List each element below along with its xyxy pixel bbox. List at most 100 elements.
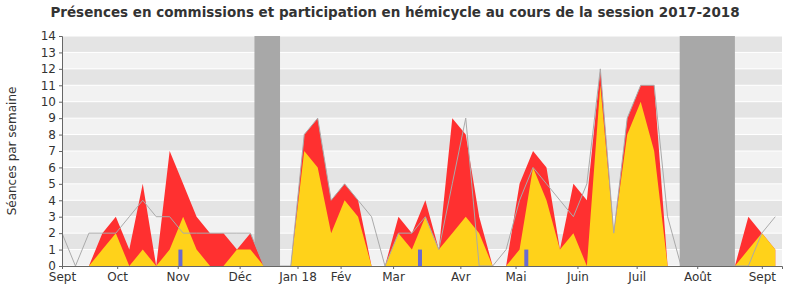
- holiday-band: [680, 36, 735, 266]
- y-tick-label: 3: [48, 210, 56, 224]
- y-tick-mark: [59, 52, 62, 53]
- y-tick-label: 8: [48, 128, 56, 142]
- y-tick: 8: [48, 128, 62, 142]
- y-tick-mark: [59, 118, 62, 119]
- area: [62, 85, 775, 266]
- x-tick: Juin: [566, 266, 589, 284]
- y-tick-label: 5: [48, 177, 56, 191]
- grid-band: [62, 102, 782, 118]
- x-tick-label: Août: [684, 270, 712, 284]
- y-tick-label: 9: [48, 111, 56, 125]
- y-tick-mark: [59, 266, 62, 267]
- y-tick: 9: [48, 111, 62, 125]
- x-tick: Jan 18: [278, 266, 317, 284]
- y-tick: 1: [48, 243, 62, 257]
- y-tick-mark: [59, 102, 62, 103]
- x-tick-label: Oct: [107, 270, 128, 284]
- y-tick: 13: [41, 46, 62, 60]
- x-tick: Déc: [229, 266, 252, 284]
- y-tick: 4: [48, 194, 62, 208]
- x-tick-label: Avr: [451, 270, 471, 284]
- x-tick-label: Juil: [627, 270, 646, 284]
- bar: [524, 250, 528, 266]
- y-tick-mark: [59, 200, 62, 201]
- y-tick-label: 10: [41, 95, 56, 109]
- y-tick-label: 1: [48, 243, 56, 257]
- y-tick: 2: [48, 226, 62, 240]
- grid-line: [62, 68, 782, 69]
- x-tick-label: Déc: [229, 270, 252, 284]
- y-tick: 14: [41, 29, 62, 43]
- y-tick-mark: [59, 250, 62, 251]
- grid-band: [62, 85, 782, 101]
- y-tick-mark: [59, 36, 62, 37]
- y-tick: 10: [41, 95, 62, 109]
- y-tick: 3: [48, 210, 62, 224]
- x-tick-label: Jan 18: [278, 270, 317, 284]
- grid-band: [62, 118, 782, 134]
- x-tick: Juil: [627, 266, 646, 284]
- x-tick: Sept: [49, 266, 77, 284]
- y-tick-label: 11: [41, 79, 56, 93]
- y-tick: 5: [48, 177, 62, 191]
- area: [62, 69, 775, 266]
- y-tick-label: 7: [48, 144, 56, 158]
- grid-line: [62, 151, 782, 152]
- grid-band: [62, 135, 782, 151]
- y-axis-title: Séances par semaine: [5, 87, 19, 216]
- x-tick: Août: [684, 266, 712, 284]
- y-tick-mark: [59, 167, 62, 168]
- y-tick-label: 6: [48, 161, 56, 175]
- y-tick-mark: [59, 217, 62, 218]
- plot-area: [62, 36, 775, 266]
- grid-line: [62, 134, 782, 135]
- x-tick: Mai: [506, 266, 527, 284]
- x-tick: Fév: [331, 266, 352, 284]
- line: [62, 69, 775, 266]
- y-tick-mark: [59, 85, 62, 86]
- y-tick-mark: [59, 69, 62, 70]
- grid-band: [62, 36, 782, 52]
- y-tick-label: 14: [41, 29, 56, 43]
- y-tick-mark: [59, 151, 62, 152]
- y-axis: 01234567891011121314: [41, 29, 63, 273]
- y-tick-mark: [59, 135, 62, 136]
- grid-line: [62, 118, 782, 119]
- y-tick-mark: [59, 233, 62, 234]
- y-tick: 6: [48, 161, 62, 175]
- bar: [418, 250, 422, 266]
- x-tick-label: Sept: [749, 270, 777, 284]
- x-tick: Mar: [382, 266, 405, 284]
- x-tick: Avr: [451, 266, 471, 284]
- y-tick-label: 12: [41, 62, 56, 76]
- grid: [62, 36, 782, 266]
- grid-line: [62, 36, 782, 37]
- y-tick-label: 13: [41, 46, 56, 60]
- y-tick-label: 4: [48, 194, 56, 208]
- holiday-band: [254, 36, 280, 266]
- x-axis: Sept Oct Nov Déc Jan 18 Fév Mar Avr Mai Juin Juil A…: [49, 266, 783, 284]
- y-axis-line: [59, 37, 63, 267]
- x-tick-label: Juin: [566, 270, 589, 284]
- x-tick: Sept: [749, 266, 777, 284]
- x-tick-label: Mar: [382, 270, 405, 284]
- title: Présences en commissions et participatio…: [50, 4, 739, 20]
- x-tick-label: Sept: [49, 270, 77, 284]
- x-tick-label: Mai: [506, 270, 527, 284]
- y-tick: 7: [48, 144, 62, 158]
- x-tick: Oct: [107, 266, 128, 284]
- grid-band: [62, 69, 782, 85]
- y-tick-label: 2: [48, 226, 56, 240]
- grid-line: [62, 85, 782, 86]
- x-tick-label: Fév: [331, 270, 352, 284]
- grid-line: [62, 52, 782, 53]
- x-tick-label: Nov: [167, 270, 190, 284]
- grid-band: [62, 52, 782, 68]
- x-tick: Nov: [167, 266, 190, 284]
- y-tick: 12: [41, 62, 62, 76]
- y-tick-mark: [59, 184, 62, 185]
- chart: Présences en commissions et participatio…: [0, 0, 790, 300]
- bar: [178, 250, 182, 266]
- y-tick: 11: [41, 79, 62, 93]
- grid-line: [62, 101, 782, 102]
